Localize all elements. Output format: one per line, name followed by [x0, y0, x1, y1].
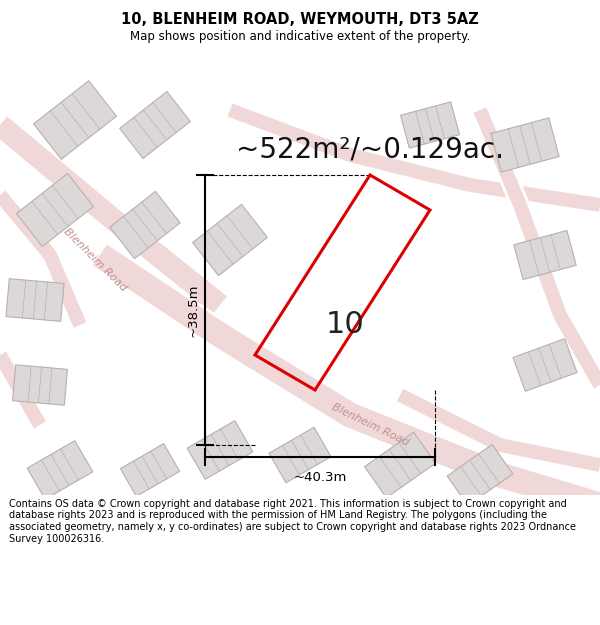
- Polygon shape: [13, 365, 67, 405]
- Polygon shape: [365, 432, 436, 498]
- Polygon shape: [34, 81, 116, 159]
- Polygon shape: [193, 204, 268, 276]
- Polygon shape: [513, 339, 577, 391]
- Text: Blenheim Road: Blenheim Road: [62, 227, 128, 293]
- Polygon shape: [16, 174, 94, 246]
- Polygon shape: [491, 118, 559, 172]
- Text: ~522m²/~0.129ac.: ~522m²/~0.129ac.: [236, 136, 504, 164]
- Polygon shape: [119, 91, 190, 159]
- Text: ~40.3m: ~40.3m: [293, 471, 347, 484]
- Polygon shape: [6, 279, 64, 321]
- Polygon shape: [447, 444, 513, 506]
- Polygon shape: [269, 428, 331, 483]
- Polygon shape: [121, 444, 179, 496]
- Polygon shape: [110, 191, 180, 259]
- Text: Contains OS data © Crown copyright and database right 2021. This information is : Contains OS data © Crown copyright and d…: [9, 499, 576, 544]
- Text: Blenheim Road: Blenheim Road: [330, 402, 410, 448]
- Text: 10: 10: [326, 311, 364, 339]
- Polygon shape: [400, 102, 460, 148]
- Text: Map shows position and indicative extent of the property.: Map shows position and indicative extent…: [130, 30, 470, 43]
- Text: ~38.5m: ~38.5m: [187, 283, 199, 337]
- Polygon shape: [187, 421, 253, 479]
- Polygon shape: [514, 231, 576, 279]
- Text: 10, BLENHEIM ROAD, WEYMOUTH, DT3 5AZ: 10, BLENHEIM ROAD, WEYMOUTH, DT3 5AZ: [121, 12, 479, 27]
- Polygon shape: [27, 441, 93, 499]
